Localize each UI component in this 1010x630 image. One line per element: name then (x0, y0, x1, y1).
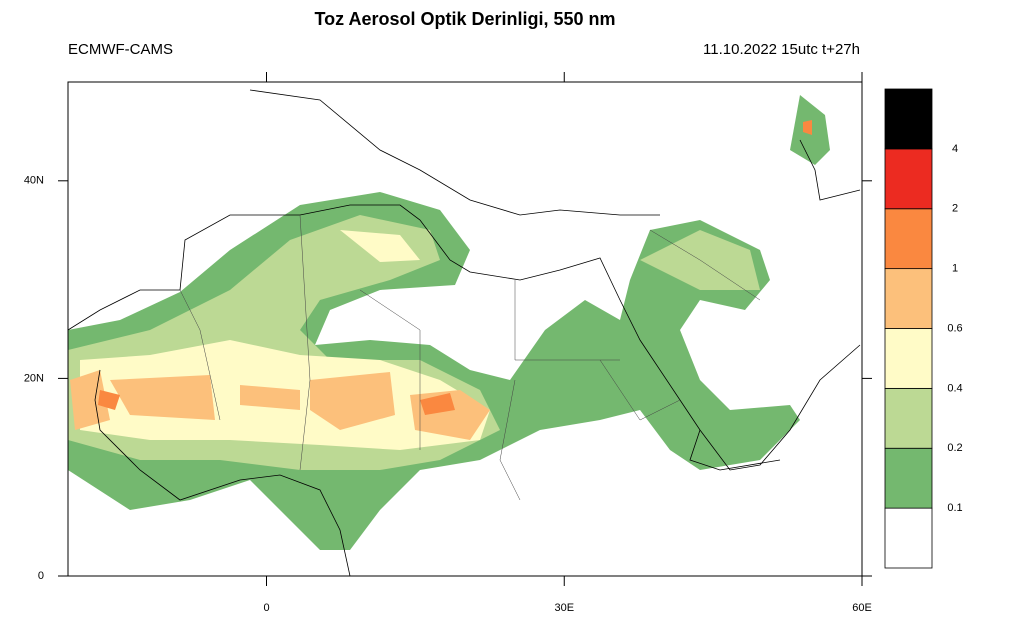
colorbar-label: 4 (952, 143, 958, 155)
colorbar-swatch (884, 447, 933, 509)
x-tick-label: 60E (852, 602, 872, 614)
colorbar-label: 1 (952, 263, 958, 275)
dust-area (340, 230, 420, 262)
x-tick-label: 0 (263, 602, 269, 614)
border (179, 214, 761, 501)
dust-field (68, 95, 830, 550)
y-tick-label: 40N (24, 175, 44, 187)
y-tick-label: 20N (24, 372, 44, 384)
map-frame (67, 81, 863, 577)
colorbar-label: 0.6 (947, 322, 962, 334)
colorbar-label: 0.1 (947, 502, 962, 514)
coastlines (67, 89, 861, 577)
colorbar-swatch (884, 268, 933, 329)
coastline (249, 89, 861, 216)
colorbar-swatch (884, 88, 933, 150)
x-tick-label: 30E (554, 602, 574, 614)
colorbar-label: 0.4 (947, 382, 962, 394)
subtitle-right: 11.10.2022 15utc t+27h (703, 41, 860, 58)
chart-title: Toz Aerosol Optik Derinligi, 550 nm (314, 9, 615, 29)
subtitle-left: ECMWF-CAMS (68, 41, 173, 58)
colorbar-label: 2 (952, 203, 958, 215)
colorbar-swatch (884, 208, 933, 270)
dust-area (70, 370, 490, 440)
colorbar-swatch (884, 328, 933, 389)
colorbar-swatch (884, 387, 933, 449)
y-tick-label: 0 (38, 570, 44, 582)
colorbar-swatch (884, 507, 933, 569)
colorbar-swatch (884, 148, 933, 210)
colorbar-label: 0.2 (947, 442, 962, 454)
coastline (67, 204, 861, 577)
